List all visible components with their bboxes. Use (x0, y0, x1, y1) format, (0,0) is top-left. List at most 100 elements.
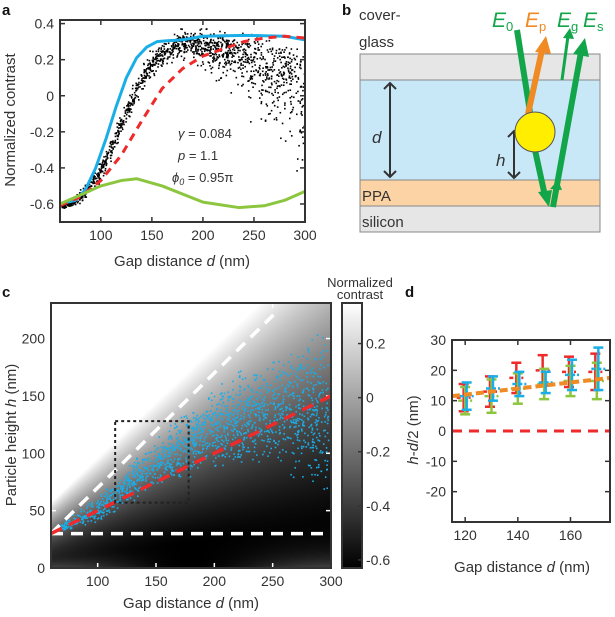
a-scatter-point (262, 57, 265, 60)
c-scatter-point (146, 467, 149, 469)
c-scatter-point (160, 461, 162, 464)
a-scatter-point (179, 37, 182, 40)
a-scatter-point (259, 72, 262, 75)
a-scatter-point (128, 115, 130, 117)
c-scatter-point (297, 377, 300, 379)
c-scatter-point (189, 475, 192, 478)
c-scatter-point (208, 444, 210, 447)
a-scatter-point (106, 152, 108, 155)
c-scatter-point (133, 487, 136, 489)
a-scatter-point (281, 66, 283, 69)
a-scatter-point (219, 77, 222, 80)
c-scatter-point (123, 487, 125, 490)
a-scatter-point (127, 103, 129, 105)
c-scatter-point (221, 404, 223, 407)
a-scatter-point (92, 180, 95, 182)
c-scatter-point (146, 468, 148, 471)
c-scatter-point (117, 489, 120, 491)
a-scatter-point (111, 150, 113, 152)
a-scatter-point (149, 62, 151, 64)
a-scatter-point (161, 61, 164, 63)
a-scatter-point (100, 167, 103, 169)
a-scatter-point (292, 106, 295, 109)
a-scatter-point (130, 111, 133, 114)
a-scatter-point (276, 79, 278, 82)
a-scatter-point (149, 63, 152, 65)
a-scatter-point (233, 39, 236, 41)
c-scatter-point (82, 516, 84, 518)
c-scatter-point (233, 409, 236, 411)
a-scatter-point (253, 61, 256, 63)
c-scatter-point (202, 413, 205, 416)
c-scatter-point (289, 426, 291, 429)
a-scatter-point (302, 89, 304, 92)
c-scatter-point (290, 420, 292, 422)
a-scatter-point (178, 51, 180, 54)
c-scatter-point (237, 456, 239, 458)
d-errorbar-green (484, 378, 499, 415)
c-scatter-point (80, 510, 82, 513)
a-scatter-point (104, 160, 106, 162)
a-scatter-point (265, 103, 268, 105)
a-scatter-point (202, 39, 205, 42)
c-scatter-point (167, 459, 170, 461)
c-scatter-point (156, 465, 158, 467)
a-scatter-point (275, 49, 278, 52)
c-scatter-point (124, 490, 126, 493)
c-scatter-point (265, 423, 267, 425)
c-scatter-point (280, 412, 283, 415)
c-scatter-point (290, 473, 292, 476)
c-scatter-point (151, 468, 153, 471)
a-scatter-point (222, 65, 224, 68)
a-scatter-point (131, 93, 134, 96)
a-scatter-point (163, 48, 166, 50)
c-scatter-point (112, 493, 114, 495)
a-scatter-point (237, 46, 239, 49)
c-scatter-point (108, 509, 110, 512)
c-scatter-point (121, 502, 124, 504)
a-scatter-point (257, 43, 260, 46)
c-scatter-point (266, 368, 269, 370)
c-scatter-point (125, 492, 128, 494)
c-scatter-point (256, 402, 259, 405)
c-scatter-point (252, 440, 255, 443)
c-scatter-point (300, 364, 303, 367)
c-scatter-point (153, 445, 156, 448)
c-scatter-point (281, 413, 284, 416)
c-scatter-point (145, 475, 148, 478)
c-scatter-point (112, 511, 115, 513)
a-scatter-point (112, 140, 114, 142)
c-scatter-point (217, 420, 219, 423)
a-scatter-point (219, 30, 221, 33)
a-ylabel: Normalized contrast (2, 52, 19, 186)
c-scatter-point (286, 406, 288, 409)
c-scatter-point (117, 484, 119, 487)
a-scatter-point (268, 77, 271, 79)
a-scatter-point (186, 46, 188, 49)
c-scatter-point (218, 445, 220, 448)
a-scatter-point (190, 49, 192, 52)
c-scatter-point (123, 482, 125, 484)
c-scatter-point (227, 391, 230, 394)
c-scatter-point (255, 454, 258, 456)
ep-scattered-beam (525, 36, 551, 115)
c-line-white (49, 308, 280, 535)
a-scatter-point (257, 47, 259, 49)
c-scatter-point (177, 458, 179, 460)
a-scatter-point (156, 55, 158, 57)
a-scatter-point (193, 53, 195, 55)
c-scatter-point (252, 400, 255, 403)
a-scatter-point (138, 99, 140, 101)
c-scatter-point (115, 489, 118, 492)
c-scatter-point (212, 431, 214, 433)
a-scatter-point (280, 51, 282, 54)
c-scatter-point (315, 424, 318, 427)
c-scatter-point (287, 361, 290, 363)
c-scatter-point (161, 481, 163, 483)
c-scatter-point (200, 428, 203, 431)
c-scatter-point (195, 452, 198, 455)
c-scatter-point (250, 409, 253, 411)
a-scatter-point (302, 104, 305, 107)
c-scatter-point (326, 460, 329, 463)
c-scatter-point (304, 432, 306, 435)
